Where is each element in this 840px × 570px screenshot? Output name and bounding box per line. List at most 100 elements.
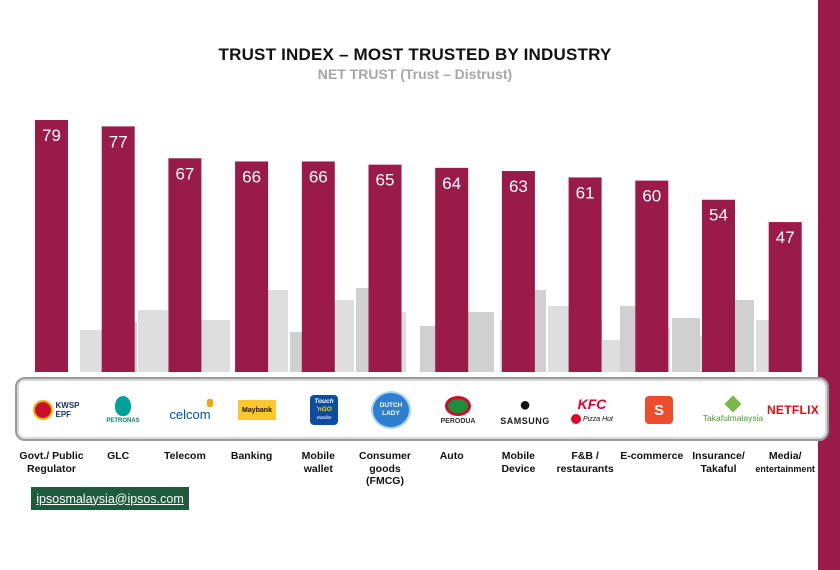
- category-label: Mobile Device: [483, 450, 553, 475]
- netflix-logo: NETFLIX: [762, 391, 824, 429]
- bar: [35, 120, 68, 372]
- touchngo-text-1: Touch: [314, 398, 334, 405]
- kfc-text: KFC: [577, 396, 607, 412]
- category-label-line: Auto: [439, 450, 464, 462]
- bar: [635, 180, 669, 372]
- kwsp-text: KWSP: [55, 401, 80, 410]
- touchngo-text-2: 'nGO: [316, 406, 332, 413]
- petronas-logo: PETRONAS: [90, 391, 156, 429]
- kfc-pizzahut-logo: KFC Pizza Hut: [559, 391, 625, 429]
- bar: [568, 177, 602, 372]
- skyline-building: [732, 300, 754, 372]
- takaful-text: Takafulmalaysia: [702, 412, 764, 423]
- category-label: E-commerce: [617, 450, 687, 463]
- touchngo-text-3: eWallet: [316, 415, 332, 420]
- category-label-line: Consumer: [359, 450, 411, 462]
- category-label-line: Takaful: [700, 462, 737, 475]
- category-label-line: Govt./ Public: [19, 450, 84, 462]
- dutchlady-logo: DUTCH LADY: [358, 391, 424, 429]
- dutchlady-text-1: DUTCH: [379, 402, 403, 409]
- maybank-logo: Maybank: [224, 391, 290, 429]
- category-label: Auto: [417, 450, 487, 463]
- category-label: F&B / restaurants: [550, 450, 620, 475]
- bar: [235, 161, 269, 372]
- bar-value-label: 77: [109, 132, 128, 151]
- bar-value-label: 66: [242, 167, 261, 186]
- bar-value-label: 79: [42, 126, 61, 145]
- category-label-line: Mobile: [301, 450, 335, 462]
- kwsp-epf-logo: KWSP EPF: [23, 391, 89, 429]
- samsung-text: SAMSUNG: [500, 416, 550, 426]
- skyline-building: [672, 318, 700, 372]
- takaful-emblem-icon: [724, 395, 742, 412]
- celcom-signal-icon: [207, 398, 213, 407]
- category-label-line: Telecom: [163, 450, 206, 462]
- category-label: Banking: [217, 450, 287, 463]
- pizzahut-text: Pizza Hut: [583, 415, 613, 423]
- bar: [501, 171, 535, 372]
- epf-text: EPF: [55, 410, 72, 419]
- category-label-line: Regulator: [26, 462, 76, 475]
- celcom-text: celcom: [169, 406, 211, 422]
- category-label-line: wallet: [303, 462, 333, 475]
- bar: [702, 199, 735, 372]
- category-label-line: (FMCG): [366, 475, 404, 487]
- bar-value-label: 65: [376, 171, 395, 190]
- category-label-line: Media/: [768, 450, 802, 462]
- category-label-line: goods: [369, 462, 401, 475]
- chart-subtitle: NET TRUST (Trust – Distrust): [317, 66, 513, 82]
- skyline-building: [420, 326, 438, 372]
- perodua-text: PERODUA: [440, 417, 476, 425]
- bar-value-label: 54: [709, 206, 728, 225]
- pizzahut-icon: [571, 414, 582, 424]
- category-label-line: Mobile: [501, 450, 536, 462]
- bar-value-label: 64: [442, 174, 461, 193]
- bar-value-label: 66: [309, 167, 328, 186]
- bar-value-label: 63: [509, 177, 528, 196]
- maybank-text: Maybank: [242, 406, 272, 414]
- takaful-malaysia-logo: Takafulmalaysia: [693, 391, 773, 429]
- perodua-logo: PERODUA: [425, 391, 491, 429]
- category-label: Govt./ Public Regulator: [17, 450, 87, 475]
- bars-group: 79 77 67 66 66 65 64 63 61 60 54 47: [35, 120, 802, 372]
- contact-email-link[interactable]: ipsosmalaysia@ipsos.com: [31, 487, 189, 510]
- brand-logo-strip: KWSP EPF PETRONAS celcom Maybank Touch '…: [15, 377, 829, 441]
- category-label: Consumer goods (FMCG): [350, 450, 420, 488]
- bar: [168, 158, 202, 372]
- category-label-line: GLC: [107, 450, 130, 462]
- bar: [368, 164, 402, 372]
- apple-icon: ●: [518, 394, 532, 416]
- category-label-line: Banking: [230, 450, 273, 462]
- touchngo-logo: Touch 'nGO eWallet: [291, 391, 357, 429]
- netflix-text: NETFLIX: [766, 403, 820, 417]
- shopee-logo: S: [626, 391, 692, 429]
- skyline-building: [200, 320, 230, 372]
- bar: [435, 167, 469, 372]
- category-label-line: E-commerce: [620, 450, 684, 462]
- bar-value-label: 61: [576, 183, 595, 202]
- category-label: Media/entertainment: [750, 450, 820, 475]
- skyline-building: [138, 310, 168, 372]
- category-label-line: restaurants: [556, 462, 614, 475]
- perodua-emblem-icon: [445, 395, 471, 416]
- bar-value-label: 47: [776, 228, 795, 247]
- petronas-text: PETRONAS: [106, 418, 140, 424]
- celcom-logo: celcom: [157, 391, 223, 429]
- category-label-line: F&B /: [571, 450, 599, 462]
- category-label: Mobile wallet: [283, 450, 353, 475]
- bar: [101, 126, 135, 372]
- category-label: Telecom: [150, 450, 220, 463]
- bar: [301, 161, 335, 372]
- category-label-line: Device: [501, 462, 536, 475]
- petronas-drop-icon: [115, 396, 131, 416]
- category-label-line: entertainment: [755, 463, 815, 474]
- bar-value-label: 60: [642, 187, 661, 206]
- chart-title: TRUST INDEX – MOST TRUSTED BY INDUSTRY: [218, 45, 612, 64]
- kwsp-emblem-icon: [32, 400, 53, 420]
- category-label-line: Insurance/: [692, 450, 745, 462]
- dutchlady-text-2: LADY: [382, 410, 400, 417]
- shopee-bag-icon: S: [645, 396, 673, 424]
- bar: [768, 222, 802, 372]
- category-label: Insurance/Takaful: [684, 450, 754, 475]
